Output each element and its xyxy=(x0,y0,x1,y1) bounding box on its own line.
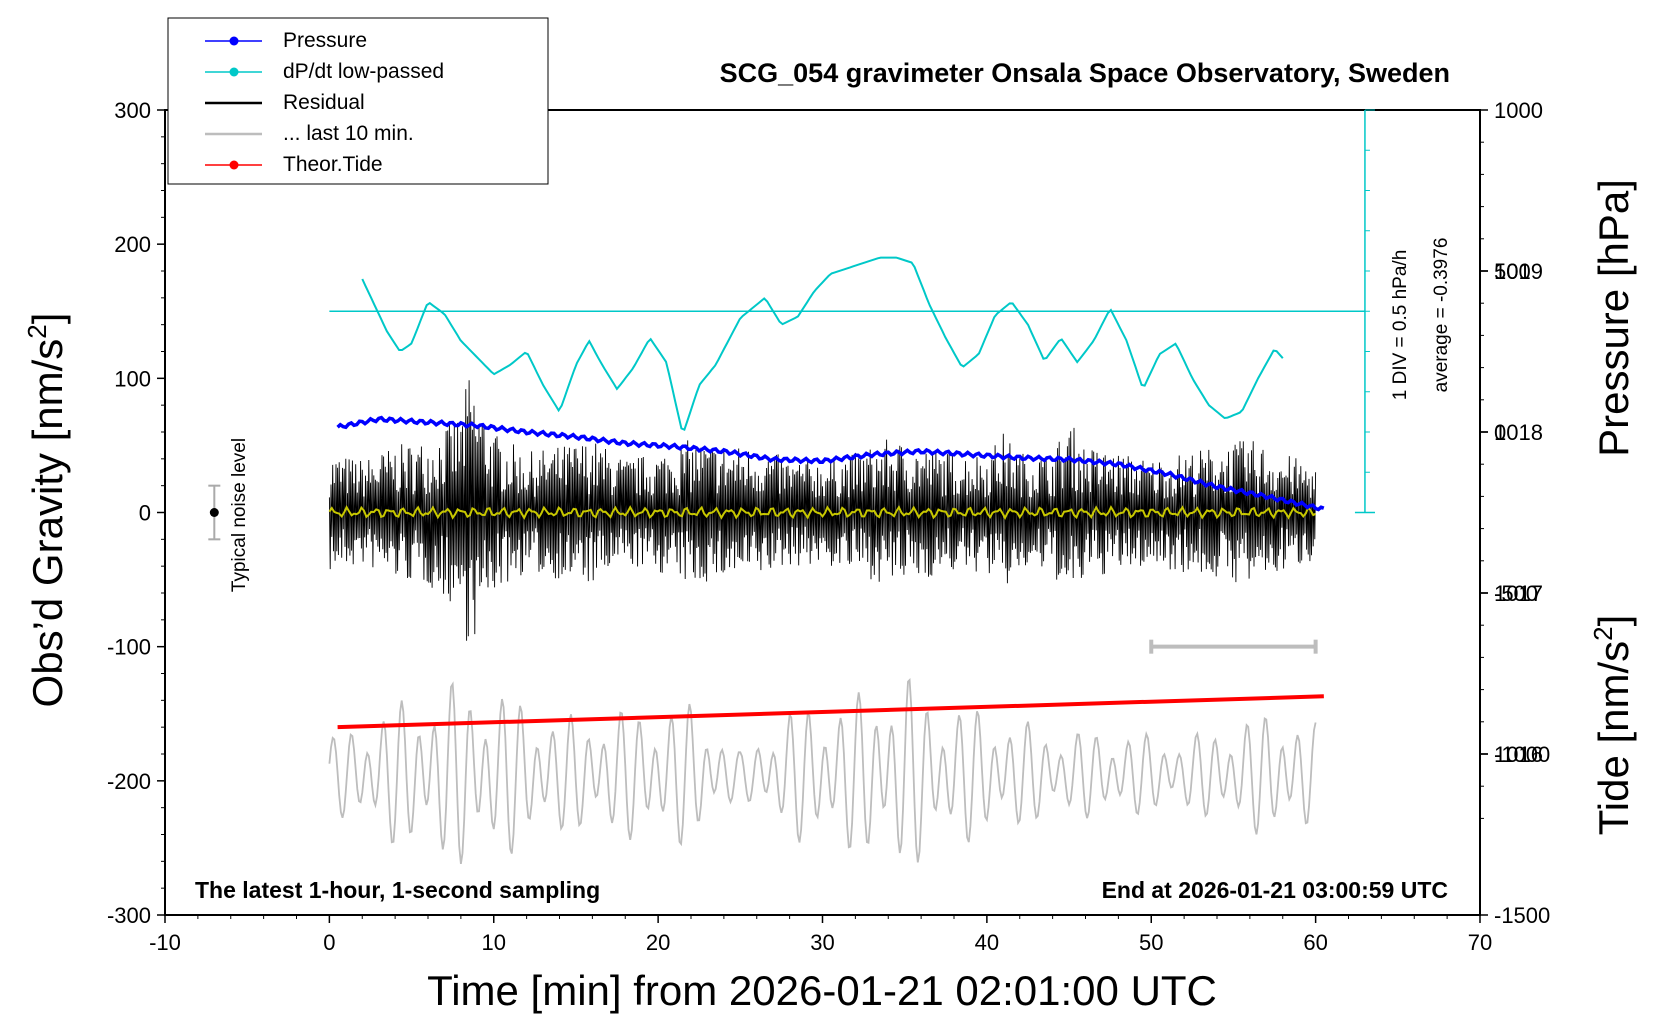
y-axis-tide-title: Tide [nm/s2] xyxy=(1588,615,1637,836)
filtered-residual-line xyxy=(328,505,1317,521)
noise-indicator xyxy=(208,484,221,541)
noise-label: Typical noise level xyxy=(229,438,250,592)
y-axis-left-title-sup: 2 xyxy=(22,324,52,338)
pressure-tick-label: 1019 xyxy=(1494,259,1543,284)
x-tick-label: 50 xyxy=(1139,930,1163,955)
axis-ticks: -10 0 10 20 30 40 50 60 703002001000-100-200-300… xyxy=(107,98,1550,955)
x-tick-label: 0 xyxy=(323,930,335,955)
y-axis-pressure-title: Pressure [hPa] xyxy=(1590,179,1637,457)
legend-pressure-marker xyxy=(229,36,239,46)
legend-label-tide: Theor.Tide xyxy=(283,153,383,176)
y-tick-label: 300 xyxy=(114,98,151,123)
pressure-tick-label: 1016 xyxy=(1494,742,1543,767)
y-axis-left-title-main: Obs’d Gravity [nm/s xyxy=(24,339,71,708)
series-layer xyxy=(328,256,1365,865)
x-axis-title: Time [min] from 2026-01-21 02:01:00 UTC xyxy=(427,967,1217,1014)
footer-left: The latest 1-hour, 1-second sampling xyxy=(195,877,600,903)
y-tick-label: 200 xyxy=(114,232,151,257)
x-tick-label: 60 xyxy=(1303,930,1327,955)
legend-dpdt-marker xyxy=(229,67,239,77)
tide-series-line xyxy=(337,694,1324,730)
y-tick-label: 100 xyxy=(114,366,151,391)
legend-label-dpdt: dP/dt low-passed xyxy=(283,60,444,83)
last10-series-line xyxy=(328,677,1317,865)
legend-label-last10: ... last 10 min. xyxy=(283,122,414,145)
x-tick-label: 10 xyxy=(482,930,506,955)
x-tick-label: 70 xyxy=(1468,930,1492,955)
x-tick-label: -10 xyxy=(149,930,181,955)
tide-tick-label: 1000 xyxy=(1494,98,1543,123)
y-axis-tide-title-sup: 2 xyxy=(1588,626,1618,640)
x-tick-label: 30 xyxy=(810,930,834,955)
legend-tide-marker xyxy=(229,160,239,170)
y-tick-label: -300 xyxy=(107,903,151,928)
chart-title: SCG_054 gravimeter Onsala Space Observat… xyxy=(720,58,1450,88)
tide-tick-label: -1500 xyxy=(1494,903,1550,928)
residual-series-line xyxy=(328,380,1317,641)
pressure-tick-label: 1017 xyxy=(1494,581,1543,606)
tide-tick-label: -1000 xyxy=(1494,742,1550,767)
legend-box xyxy=(167,17,549,185)
legend-label-pressure: Pressure xyxy=(283,29,367,52)
dpdt-average-label: average = -0.3976 xyxy=(1431,238,1452,393)
y-tick-label: -200 xyxy=(107,769,151,794)
legend: Pressure dP/dt low-passed Residual ... l… xyxy=(167,17,549,185)
tide-tick-label: 500 xyxy=(1494,259,1531,284)
tide-tick-label: -500 xyxy=(1494,581,1538,606)
noise-dot xyxy=(209,508,219,517)
pressure-series-line xyxy=(336,415,1325,512)
pressure-tick-label: 1018 xyxy=(1494,420,1543,445)
y-tick-label: -100 xyxy=(107,635,151,660)
footer-right: End at 2026-01-21 03:00:59 UTC xyxy=(1102,877,1448,903)
dpdt-scale-axis xyxy=(1354,109,1375,514)
legend-label-residual: Residual xyxy=(283,91,365,114)
x-tick-label: 20 xyxy=(646,930,670,955)
tide-tick-label: 0 xyxy=(1494,420,1506,445)
y-axis-tide-title-main: Tide [nm/s xyxy=(1590,641,1637,836)
dpdt-scale-label: 1 DIV = 0.5 hPa/h xyxy=(1390,250,1411,401)
dpdt-series-line xyxy=(361,256,1284,432)
y-axis-left-title-end: ] xyxy=(24,313,71,325)
x-tick-label: 40 xyxy=(975,930,999,955)
legend-items xyxy=(205,36,262,170)
last10-bracket xyxy=(1149,639,1318,654)
y-axis-left-title: Obs’d Gravity [nm/s2] xyxy=(22,313,71,708)
y-tick-label: 0 xyxy=(139,501,151,526)
y-axis-tide-title-end: ] xyxy=(1590,615,1637,627)
